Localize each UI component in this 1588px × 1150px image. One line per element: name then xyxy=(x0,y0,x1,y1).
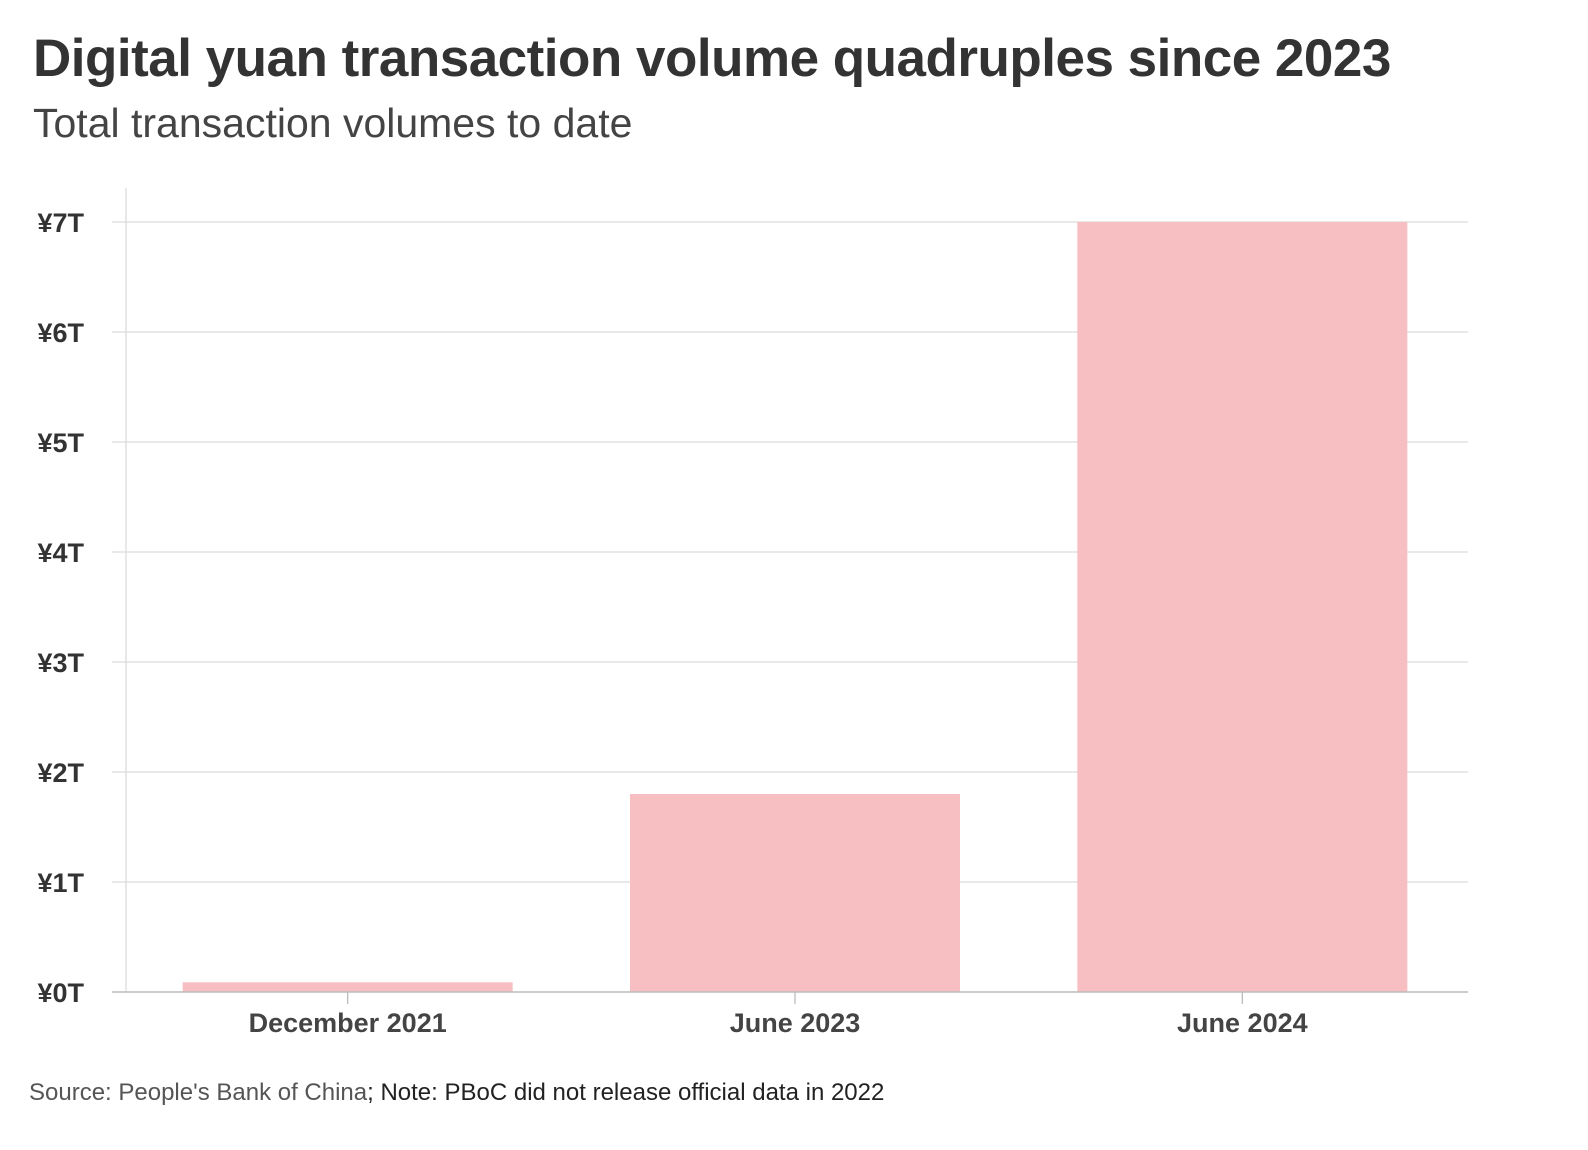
bar xyxy=(1077,222,1408,992)
y-tick-label: ¥5T xyxy=(37,428,84,458)
bar xyxy=(182,982,513,992)
x-tick-labels: December 2021 June 2023 June 2024 xyxy=(249,1008,1308,1038)
x-tick-label: June 2024 xyxy=(1177,1008,1308,1038)
y-tick-label: ¥2T xyxy=(37,758,84,788)
x-tick-label: December 2021 xyxy=(249,1008,447,1038)
y-tick-label: ¥1T xyxy=(37,868,84,898)
bars xyxy=(182,222,1408,992)
chart-title: Digital yuan transaction volume quadrupl… xyxy=(33,29,1391,88)
chart-subtitle: Total transaction volumes to date xyxy=(33,100,633,146)
y-tick-label: ¥7T xyxy=(37,208,84,238)
y-tick-label: ¥0T xyxy=(37,978,84,1008)
y-tick-label: ¥6T xyxy=(37,318,84,348)
y-tick-label: ¥3T xyxy=(37,648,84,678)
x-tick-label: June 2023 xyxy=(730,1008,861,1038)
note-text: ; Note: PBoC did not release official da… xyxy=(367,1079,885,1106)
bar xyxy=(630,794,960,992)
y-tick-labels: ¥0T ¥1T ¥2T ¥3T ¥4T ¥5T ¥6T ¥7T xyxy=(37,208,84,1008)
source-text: Source: People's Bank of China xyxy=(29,1079,368,1106)
y-tick-label: ¥4T xyxy=(37,538,84,568)
axes xyxy=(112,188,1468,1004)
footer: Source: People's Bank of China; Note: PB… xyxy=(29,1079,884,1107)
